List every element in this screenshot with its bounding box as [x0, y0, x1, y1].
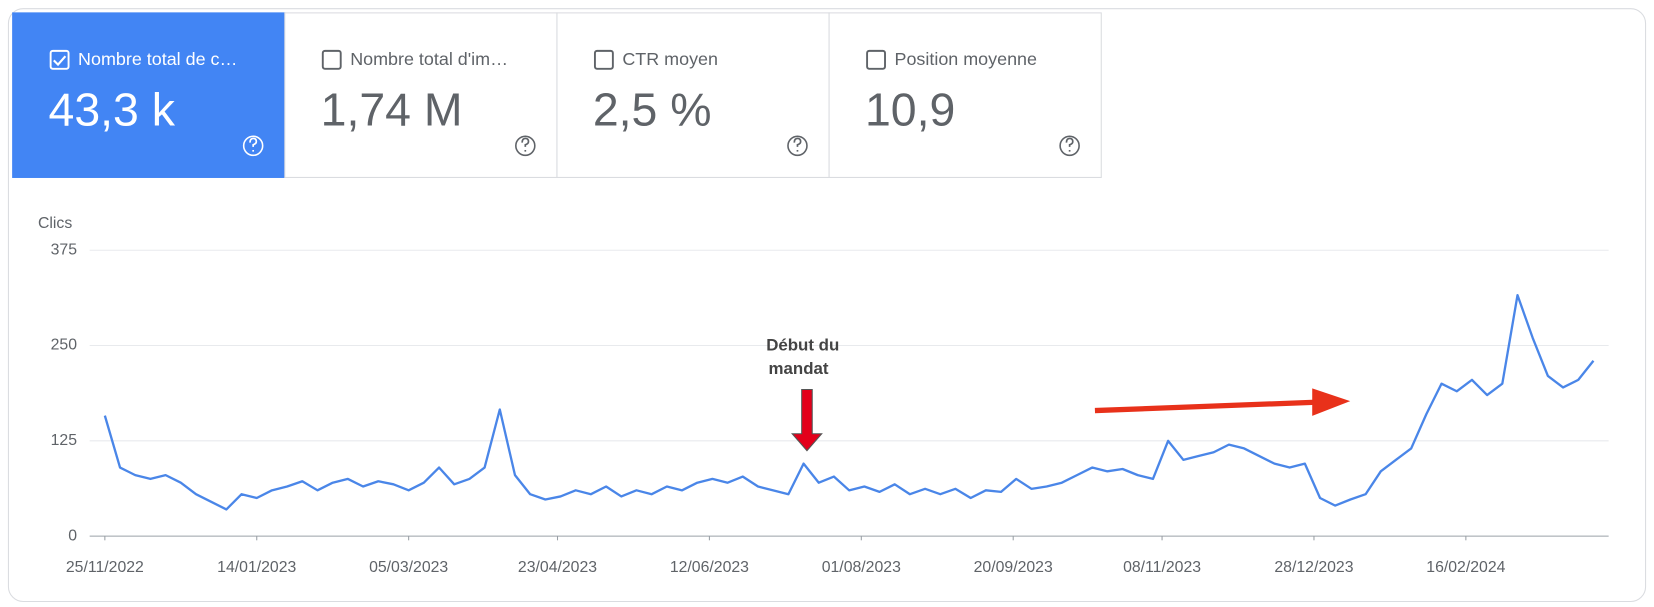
card-value: 2,5 %	[593, 83, 712, 135]
checkbox	[49, 49, 70, 70]
y-tick-label: 125	[51, 432, 78, 449]
card-label: Position moyenne	[895, 49, 1037, 69]
x-tick-label: 08/11/2023	[1123, 559, 1201, 576]
help-icon	[515, 135, 536, 157]
card-value: 10,9	[865, 83, 955, 135]
plot: 0 125 250 375 25/11/2022 14/01/2023 05/03/2023…	[51, 241, 1609, 576]
x-tick-label: 23/04/2023	[518, 559, 597, 576]
metric-card[interactable]	[828, 12, 1102, 178]
x-tick-label: 20/09/2023	[974, 559, 1053, 576]
help-icon	[793, 137, 802, 152]
help-icon	[787, 135, 808, 157]
y-tick-label: 0	[68, 527, 77, 544]
metric-card[interactable]	[12, 12, 286, 178]
checkbox	[321, 49, 342, 70]
metric-card[interactable]	[284, 12, 558, 178]
card-label: Nombre total de c…	[78, 49, 237, 69]
trend-arrow-head	[1312, 388, 1351, 416]
x-tick-label: 12/06/2023	[670, 559, 749, 576]
annotation-arrow	[791, 388, 823, 452]
card-value: 43,3 k	[49, 83, 176, 135]
trend-arrow	[1094, 399, 1319, 414]
help-icon	[242, 135, 264, 157]
check-mark	[53, 55, 67, 67]
y-axis-label: Clics	[38, 215, 72, 232]
x-tick-label: 14/01/2023	[217, 559, 296, 576]
x-tick-label: 25/11/2022	[66, 559, 144, 576]
x-tick-label: 01/08/2023	[822, 559, 901, 576]
annotation-line: Début du	[766, 336, 839, 355]
card-label: CTR moyen	[622, 49, 718, 69]
x-tick-label: 28/12/2023	[1274, 559, 1353, 576]
card-label: Nombre total d'im…	[350, 49, 508, 69]
x-tick-label: 16/02/2024	[1426, 559, 1505, 576]
help-icon	[1065, 137, 1074, 152]
checkbox	[866, 49, 886, 70]
help-icon	[521, 137, 530, 152]
y-tick-label: 250	[51, 337, 78, 354]
annotation-line: mandat	[769, 359, 829, 378]
y-tick-label: 375	[51, 241, 78, 258]
card-value: 1,74 M	[321, 83, 463, 135]
checkbox	[593, 49, 614, 70]
metric-cards: Nombre total de c… 43,3 k Nombre total d'i…	[12, 12, 1102, 178]
metric-card[interactable]	[556, 12, 830, 178]
help-icon	[249, 137, 258, 152]
help-icon	[1059, 135, 1080, 157]
x-tick-label: 05/03/2023	[369, 559, 448, 576]
clicks-line	[103, 294, 1595, 511]
